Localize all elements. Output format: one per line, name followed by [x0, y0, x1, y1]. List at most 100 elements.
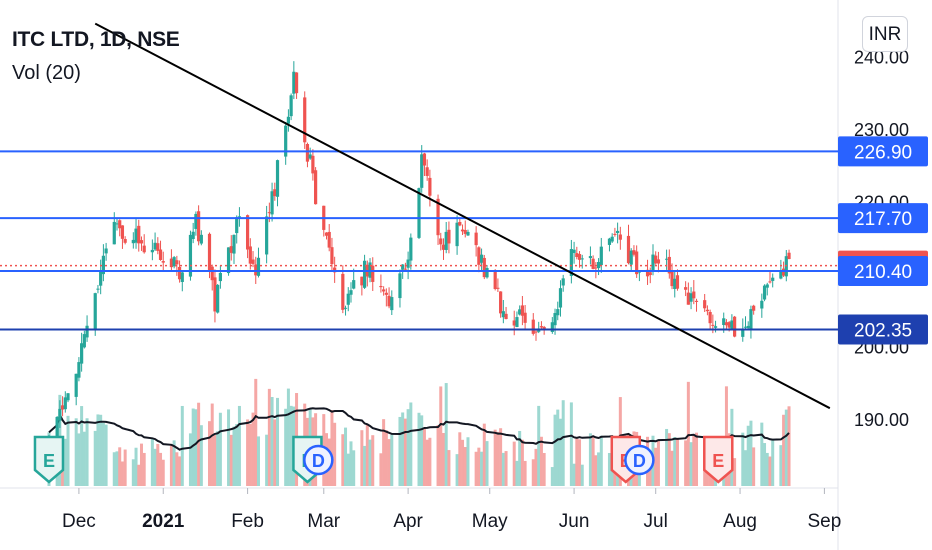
candle-body [561, 278, 565, 286]
volume-bar [232, 426, 236, 486]
volume-bar [74, 418, 78, 486]
candle-body [558, 288, 563, 308]
candle-body [371, 265, 375, 282]
candle-body [656, 259, 661, 264]
currency-button[interactable]: INR [862, 16, 908, 52]
volume-bar [556, 409, 560, 486]
volume-bar [99, 414, 103, 486]
volume-bar [466, 437, 470, 486]
volume-bar [665, 428, 669, 486]
x-tick-label: May [472, 511, 508, 532]
candle-body [289, 95, 293, 117]
candle-body [420, 154, 424, 188]
x-tick-label: Mar [307, 511, 340, 532]
dividend-marker-shape [303, 444, 334, 476]
candle-body [229, 246, 233, 253]
volume-bar [112, 452, 116, 486]
candle-body [485, 268, 489, 278]
volume-bar [344, 427, 348, 486]
candle-body [635, 251, 639, 275]
candle-body [724, 322, 729, 326]
candle-body [99, 271, 103, 286]
candle-body [180, 272, 184, 282]
candle-body [267, 212, 271, 214]
volume-bar [537, 405, 541, 486]
candle-body [741, 329, 745, 337]
volume-indicator-label[interactable]: Vol (20) [12, 62, 81, 84]
volume-bar [333, 422, 337, 486]
candle-body [270, 191, 274, 215]
candle-body [518, 309, 522, 315]
candle-body [55, 416, 59, 443]
candle-body [455, 222, 459, 247]
candle-body [352, 280, 356, 289]
candle-body [762, 285, 767, 300]
candle-body [191, 231, 195, 240]
candle-body [406, 259, 410, 268]
candle-body [379, 285, 383, 288]
volume-bar [289, 405, 293, 486]
volume-bar [752, 447, 756, 486]
candle-body [477, 247, 481, 265]
candle-body [175, 260, 179, 265]
volume-bar [670, 450, 674, 486]
earnings-marker: E [33, 435, 65, 484]
candle-body [417, 188, 421, 238]
volume-bar [210, 403, 214, 486]
volume-bar [787, 406, 791, 486]
volume-bar [597, 452, 601, 486]
chart-title: ITC LTD, 1D, NSE [12, 28, 180, 51]
dividend-marker: D [303, 444, 334, 476]
candle-body [613, 233, 617, 235]
candle-body [523, 312, 527, 323]
candle-body [632, 250, 636, 255]
candle-body [85, 325, 89, 338]
volume-bar [458, 432, 462, 486]
dividend-marker-shape [624, 444, 655, 476]
candle-body [251, 259, 255, 264]
volume-bar [580, 464, 584, 486]
candle-body [531, 319, 535, 334]
candle-body [66, 393, 70, 401]
volume-bar [409, 402, 413, 486]
volume-bar [501, 452, 505, 486]
volume-bar [153, 448, 157, 486]
volume-bar [401, 412, 405, 486]
price-level-label: 202.35 [838, 314, 928, 345]
candle-body [771, 277, 775, 281]
candle-body [286, 116, 291, 124]
candle-body [466, 231, 470, 236]
candle-body [539, 326, 544, 328]
candle-body [708, 311, 712, 324]
volume-bar [455, 454, 459, 486]
candle-body [463, 229, 467, 234]
price-level-label-bg [838, 136, 928, 167]
volume-bar [550, 467, 554, 486]
volume-bar [341, 434, 345, 486]
volume-bar [406, 409, 410, 486]
candle-body [588, 256, 593, 259]
volume-bar [93, 430, 97, 486]
volume-bar [428, 437, 432, 486]
volume-bar [139, 443, 143, 486]
volume-bar [768, 456, 772, 486]
y-tick-label: 190.00 [854, 410, 909, 430]
candle-body [713, 326, 718, 328]
candle-body [629, 250, 633, 265]
volume-bar [188, 433, 192, 486]
candle-body [401, 264, 405, 270]
candle-body [705, 309, 710, 312]
candle-body [207, 233, 212, 271]
volume-bar [539, 436, 543, 486]
volume-bar [741, 432, 745, 486]
volume-bar [779, 445, 783, 486]
volume-bar [85, 418, 89, 486]
volume-bar [197, 402, 201, 486]
candle-body [177, 266, 182, 280]
candle-body [447, 229, 451, 244]
candle-body [384, 292, 388, 295]
volume-bar [447, 450, 451, 486]
candle-body [284, 125, 288, 157]
candle-body [169, 258, 174, 268]
